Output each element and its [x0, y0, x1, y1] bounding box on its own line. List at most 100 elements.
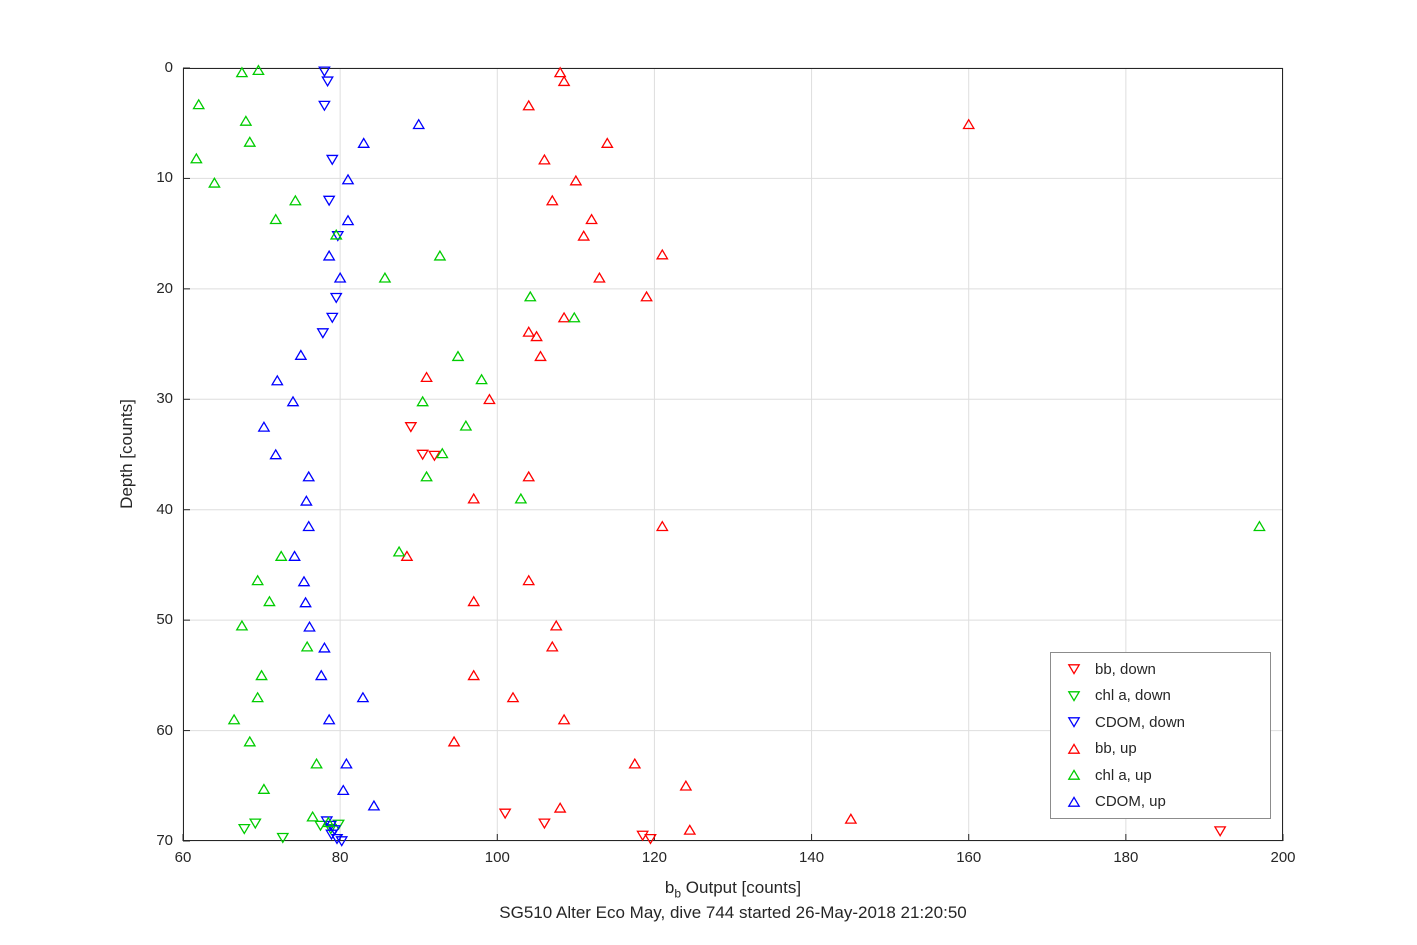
marker-bb-up — [585, 213, 598, 225]
legend-item-chl-a-up[interactable]: chl a, up — [1051, 762, 1270, 789]
marker-bb-up — [483, 393, 496, 405]
marker-bb-up — [467, 492, 481, 504]
bb-down-marker-icon — [1067, 664, 1081, 676]
marker-bb-up — [553, 66, 567, 78]
marker-chl-a-down — [324, 824, 338, 835]
marker-cdom-up — [294, 349, 308, 360]
marker-chl-a-up — [227, 713, 241, 725]
marker-bb-up — [577, 229, 591, 241]
marker-chl-a-down — [248, 818, 262, 830]
marker-bb-up — [628, 757, 642, 769]
marker-chl-a-up — [378, 271, 392, 283]
marker-cdom-up — [367, 799, 381, 811]
marker-bb-up — [506, 691, 520, 703]
marker-chl-a-down — [332, 819, 345, 831]
legend-box[interactable]: bb, down chl a, down CDOM, down bb, up chl a… — [1050, 652, 1271, 819]
marker-chl-a-up — [251, 574, 264, 586]
y-tick-label: 40 — [156, 500, 173, 518]
marker-cdom-up — [288, 550, 301, 561]
marker-bb-up — [593, 271, 606, 283]
legend-label: bb, up — [1095, 740, 1137, 758]
x-tick-label: 60 — [174, 849, 192, 866]
marker-bb-up — [522, 99, 536, 111]
marker-chl-a-up — [239, 115, 253, 126]
y-tick-label: 70 — [156, 832, 173, 849]
x-tick-label: 120 — [641, 849, 667, 866]
marker-bb-up — [679, 779, 693, 791]
plot-area — [182, 64, 1284, 847]
marker-bb-down — [404, 422, 418, 433]
legend-item-bb-down[interactable]: bb, down — [1051, 656, 1270, 683]
marker-chl-a-up — [514, 492, 528, 504]
x-axis-label-subscript: b — [674, 886, 682, 901]
cdom-down-triangle — [1067, 717, 1081, 729]
marker-chl-a-up — [435, 447, 449, 459]
x-tick-label: 200 — [1270, 849, 1296, 866]
marker-cdom-up — [302, 520, 316, 532]
y-tick-label: 50 — [156, 611, 173, 629]
marker-chl-a-up — [190, 152, 203, 164]
legend-item-cdom-up[interactable]: CDOM, up — [1051, 789, 1270, 816]
bb-down-triangle — [1067, 664, 1081, 676]
marker-chl-a-up — [251, 691, 264, 703]
marker-cdom-up — [269, 448, 283, 460]
marker-cdom-up — [318, 641, 331, 653]
marker-bb-up — [522, 470, 536, 482]
marker-bb-up — [557, 75, 571, 87]
legend-item-chl-a-down[interactable]: chl a, down — [1051, 683, 1270, 710]
marker-cdom-up — [297, 575, 311, 587]
marker-cdom-up — [300, 495, 313, 506]
marker-cdom-up — [322, 249, 336, 261]
legend-item-bb-up[interactable]: bb, up — [1051, 736, 1270, 763]
marker-cdom-up — [340, 757, 353, 769]
marker-bb-down — [498, 808, 512, 820]
marker-chl-a-up — [451, 350, 465, 362]
legend-item-cdom-down[interactable]: CDOM, down — [1051, 709, 1270, 736]
marker-cdom-up — [357, 137, 371, 148]
marker-bb-up — [640, 290, 653, 302]
marker-bb-up — [467, 669, 481, 681]
marker-bb-down — [1213, 826, 1227, 837]
chl-a-down-triangle — [1067, 690, 1081, 702]
marker-chl-a-up — [1253, 520, 1266, 532]
figure-title: SG510 Alter Eco May, dive 744 started 26… — [499, 903, 967, 922]
marker-bb-up — [844, 813, 858, 824]
legend-label: chl a, down — [1095, 687, 1171, 705]
y-axis-label: Depth [counts] — [117, 399, 136, 509]
marker-bb-down — [538, 818, 551, 830]
legend-label: CDOM, up — [1095, 793, 1166, 811]
bb-up-marker-icon — [1067, 742, 1081, 754]
legend-label: CDOM, down — [1095, 713, 1186, 731]
marker-cdom-up — [336, 784, 350, 796]
marker-cdom-down — [325, 154, 339, 166]
marker-cdom-up — [322, 713, 336, 725]
marker-bb-up — [549, 619, 563, 631]
marker-cdom-down — [321, 76, 334, 88]
marker-chl-a-up — [310, 757, 323, 769]
marker-cdom-down — [316, 328, 330, 339]
chl-a-up-triangle — [1067, 769, 1081, 781]
legend-label: chl a, up — [1095, 766, 1152, 784]
legend-label: bb, down — [1095, 660, 1156, 678]
y-tick-label: 60 — [156, 721, 173, 739]
marker-cdom-up — [299, 596, 312, 608]
marker-cdom-up — [302, 470, 316, 482]
marker-chl-a-up — [416, 395, 429, 407]
marker-bb-up — [557, 713, 571, 725]
marker-chl-a-up — [459, 419, 473, 431]
chl-a-down-marker-icon — [1067, 690, 1081, 702]
marker-cdom-up — [341, 173, 355, 185]
x-axis-label-rest: Output [counts] — [681, 878, 802, 897]
marker-chl-a-up — [252, 64, 265, 76]
cdom-down-marker-icon — [1067, 717, 1081, 729]
cdom-up-triangle — [1067, 795, 1081, 807]
marker-chl-a-up — [243, 735, 257, 747]
marker-bb-up — [534, 350, 547, 362]
marker-chl-a-up — [208, 176, 221, 188]
marker-chl-a-up — [257, 783, 271, 794]
marker-cdom-up — [314, 669, 328, 681]
marker-bb-up — [655, 248, 669, 260]
marker-cdom-down — [329, 292, 343, 304]
marker-bb-up — [569, 174, 583, 186]
marker-bb-up — [962, 118, 976, 130]
